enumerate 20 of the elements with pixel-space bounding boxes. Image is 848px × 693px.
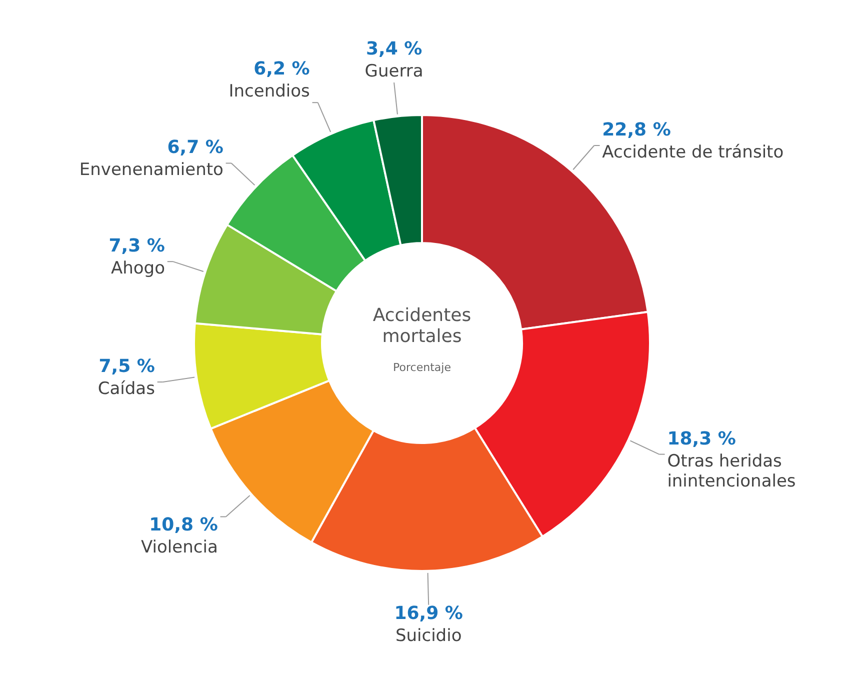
data-label: 18,3 % [667,428,736,450]
data-label: 22,8 % [602,120,671,141]
slice-label: Ahogo [110,258,165,279]
slice-label: Incendios [228,82,310,102]
text: Accidentes mortales [372,305,472,347]
slice-label: Caídas [98,378,156,399]
slice-label: Guerra [364,61,424,82]
data-label: 6,2 % [254,58,310,80]
data-label: 6,7 % [167,137,224,158]
slice-label: Envenenamiento [79,160,224,180]
slice-label: Violencia [141,538,218,558]
data-label: 7,5 % [98,356,155,377]
data-label: 7,3 % [108,236,165,257]
text: Porcentaje [393,361,452,374]
data-label: 10,8 % [149,514,218,536]
slice-label: Otras heridas inintencionales [667,451,796,492]
data-label: 16,9 % [394,602,463,624]
slice-label: Accidente de tránsito [602,142,784,163]
slice-label: Suicidio [395,626,462,646]
data-label: 3,4 % [366,38,422,60]
